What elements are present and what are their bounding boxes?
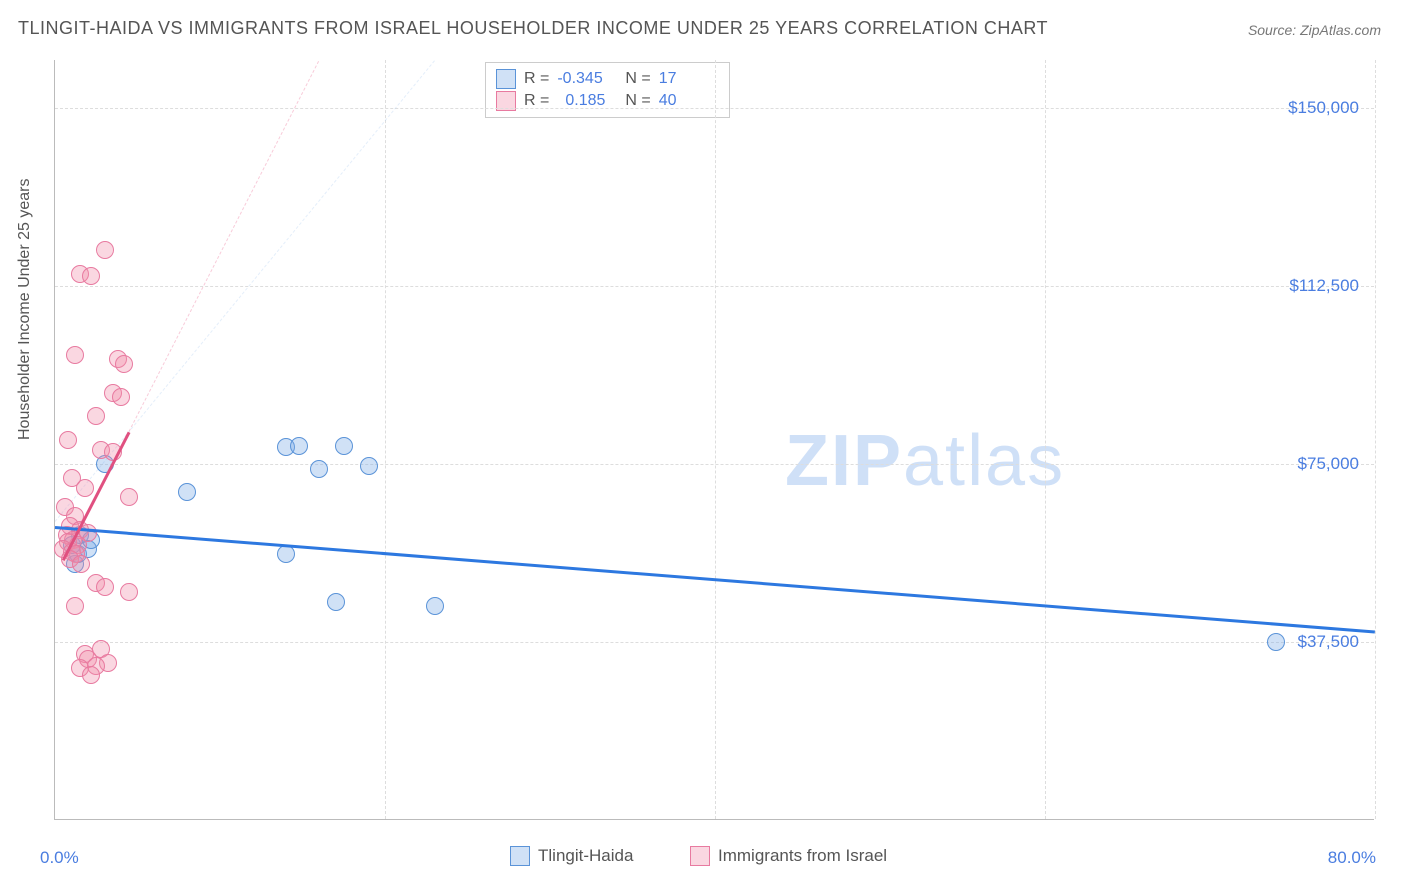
y-axis-label: Householder Income Under 25 years <box>16 179 34 440</box>
legend-label-2: Immigrants from Israel <box>718 846 887 866</box>
data-point-series-2 <box>66 346 84 364</box>
data-point-series-1 <box>178 483 196 501</box>
data-point-series-2 <box>115 355 133 373</box>
legend-label-1: Tlingit-Haida <box>538 846 633 866</box>
data-point-series-1 <box>290 437 308 455</box>
data-point-series-2 <box>96 578 114 596</box>
stats-legend-box: R = -0.345 N = 17 R = 0.185 N = 40 <box>485 62 730 118</box>
stat-n-value-1: 17 <box>659 70 719 88</box>
data-point-series-1 <box>360 457 378 475</box>
data-point-series-2 <box>96 241 114 259</box>
data-point-series-2 <box>72 555 90 573</box>
stat-r-label: R = <box>524 70 549 88</box>
chart-plot-area: ZIPatlas R = -0.345 N = 17 R = 0.185 N =… <box>54 60 1374 820</box>
data-point-series-1 <box>310 460 328 478</box>
x-tick-max: 80.0% <box>1328 848 1376 868</box>
watermark-light: atlas <box>903 421 1065 501</box>
data-point-series-2 <box>112 388 130 406</box>
watermark-bold: ZIP <box>785 421 903 501</box>
stat-n-label: N = <box>625 70 650 88</box>
y-tick-label: $75,000 <box>1298 454 1359 474</box>
data-point-series-1 <box>1267 633 1285 651</box>
data-point-series-2 <box>59 431 77 449</box>
chart-title: TLINGIT-HAIDA VS IMMIGRANTS FROM ISRAEL … <box>18 18 1048 39</box>
gridline-v <box>385 60 386 819</box>
y-tick-label: $37,500 <box>1298 632 1359 652</box>
data-point-series-2 <box>87 407 105 425</box>
stat-r-value-1: -0.345 <box>557 70 617 88</box>
trend-extension-dashed <box>129 60 320 431</box>
data-point-series-2 <box>76 479 94 497</box>
data-point-series-1 <box>327 593 345 611</box>
stats-row-series-1: R = -0.345 N = 17 <box>496 69 719 89</box>
legend-item-1: Tlingit-Haida <box>510 846 633 866</box>
data-point-series-1 <box>426 597 444 615</box>
y-tick-label: $150,000 <box>1288 98 1359 118</box>
legend-swatch-2 <box>690 846 710 866</box>
legend-swatch-1 <box>510 846 530 866</box>
legend-item-2: Immigrants from Israel <box>690 846 887 866</box>
x-tick-min: 0.0% <box>40 848 79 868</box>
data-point-series-2 <box>66 597 84 615</box>
data-point-series-2 <box>82 267 100 285</box>
gridline-v <box>1045 60 1046 819</box>
watermark: ZIPatlas <box>785 420 1065 502</box>
data-point-series-2 <box>120 488 138 506</box>
gridline-v <box>715 60 716 819</box>
data-point-series-2 <box>82 666 100 684</box>
data-point-series-1 <box>335 437 353 455</box>
y-tick-label: $112,500 <box>1289 276 1359 296</box>
source-attribution: Source: ZipAtlas.com <box>1248 22 1381 38</box>
data-point-series-1 <box>277 545 295 563</box>
gridline-v <box>1375 60 1376 819</box>
data-point-series-2 <box>120 583 138 601</box>
swatch-series-1 <box>496 69 516 89</box>
